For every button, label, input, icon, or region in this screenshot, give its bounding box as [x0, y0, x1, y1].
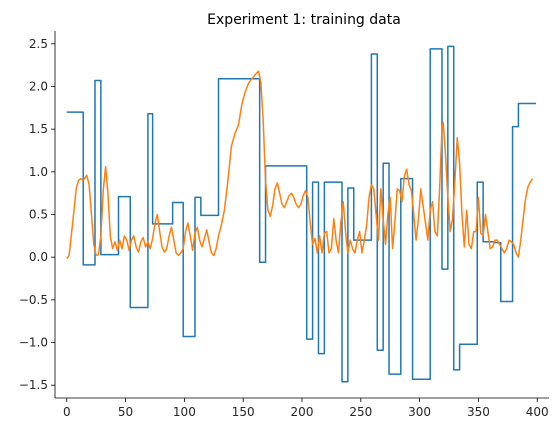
- x-tick-label: 250: [349, 405, 372, 419]
- y-tick-label: −0.5: [19, 293, 48, 307]
- x-tick-label: 350: [467, 405, 490, 419]
- series-layer: [66, 45, 537, 383]
- x-tick-label: 200: [291, 405, 314, 419]
- y-tick-label: 1.5: [29, 122, 48, 136]
- series-line-2: [66, 70, 534, 260]
- y-tick-label: −1.5: [19, 378, 48, 392]
- y-tick-label: 2.0: [29, 79, 48, 93]
- x-tick-label: 50: [118, 405, 133, 419]
- plot-area: 0 50 100 150 200 250 300 350 400 −1.5 −1.0 −0.5 0.0…: [19, 31, 549, 419]
- x-tick-label: 100: [173, 405, 196, 419]
- y-tick-label: 0.5: [29, 208, 48, 222]
- x-tick-label: 150: [232, 405, 255, 419]
- y-tick-label: 0.0: [29, 250, 48, 264]
- x-axis-ticks: 0 50 100 150 200 250 300 350 400: [63, 398, 549, 419]
- y-tick-label: −1.0: [19, 336, 48, 350]
- y-axis-ticks: −1.5 −1.0 −0.5 0.0 0.5 1.0 1.5 2.0 2.5: [19, 37, 55, 392]
- chart-title: Experiment 1: training data: [207, 12, 401, 28]
- series-line-1: [66, 45, 537, 383]
- x-tick-label: 0: [63, 405, 71, 419]
- y-tick-label: 1.0: [29, 165, 48, 179]
- y-tick-label: 2.5: [29, 37, 48, 51]
- x-tick-label: 300: [408, 405, 431, 419]
- x-tick-label: 400: [526, 405, 549, 419]
